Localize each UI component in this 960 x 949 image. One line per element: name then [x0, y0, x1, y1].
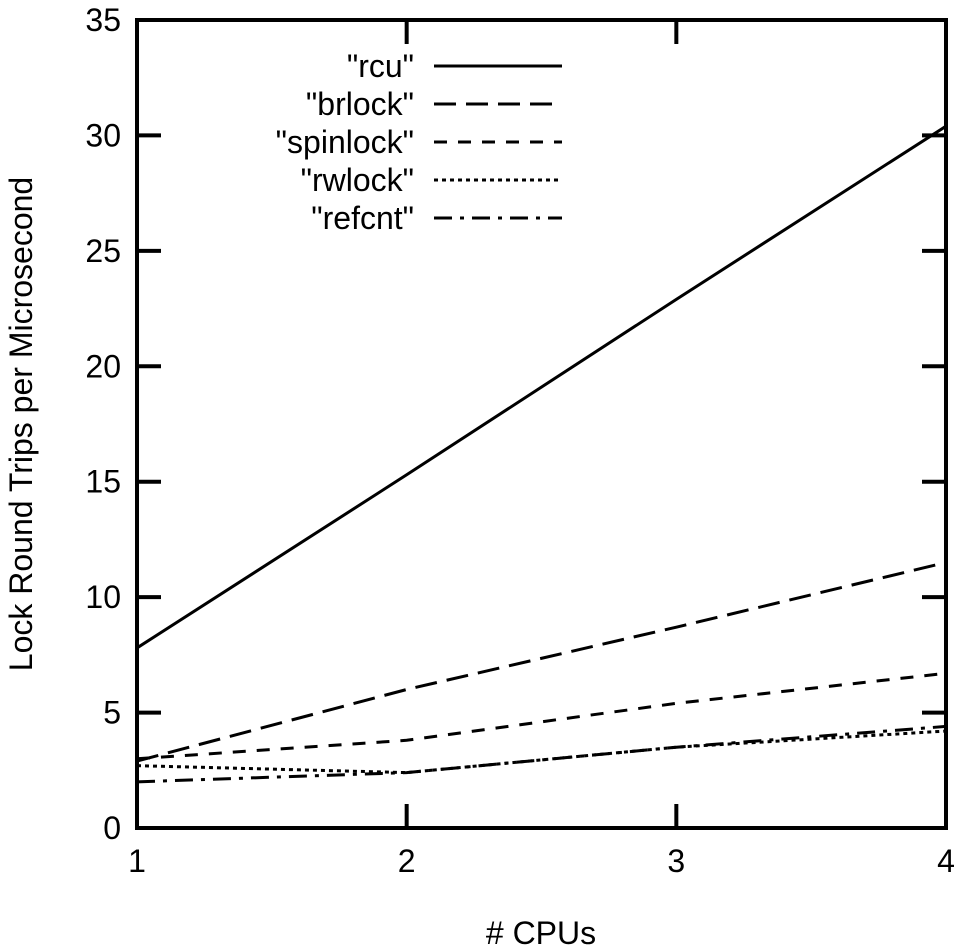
x-tick-label: 4: [937, 843, 955, 879]
legend-label: "rcu": [347, 48, 414, 84]
y-tick-label: 0: [103, 810, 121, 846]
y-tick-label: 15: [85, 464, 121, 500]
plot-frame: [135, 18, 948, 830]
y-tick-label: 20: [85, 348, 121, 384]
y-tick-label: 10: [85, 579, 121, 615]
series-line-rcu: [136, 124, 947, 650]
series-line-refcnt: [136, 724, 947, 784]
x-tick-label: 1: [128, 843, 146, 879]
y-axis-label-group: Lock Round Trips per Microsecond: [3, 177, 39, 671]
y-tick-label: 5: [103, 695, 121, 731]
x-axis-label: # CPUs: [486, 915, 596, 949]
series-line-rwlock: [136, 729, 947, 775]
x-tick-label: 2: [398, 843, 416, 879]
y-tick-label: 25: [85, 233, 121, 269]
y-tick-label: 30: [85, 117, 121, 153]
legend-label: "rwlock": [301, 162, 414, 198]
x-tick-label: 3: [667, 843, 685, 879]
legend-label: "refcnt": [311, 200, 414, 236]
y-tick-label: 35: [85, 2, 121, 38]
legend-label: "brlock": [306, 86, 414, 122]
series-line-brlock: [136, 561, 947, 763]
y-axis-label: Lock Round Trips per Microsecond: [3, 177, 39, 671]
series-line-spinlock: [136, 671, 947, 761]
legend-label: "spinlock": [276, 124, 414, 160]
